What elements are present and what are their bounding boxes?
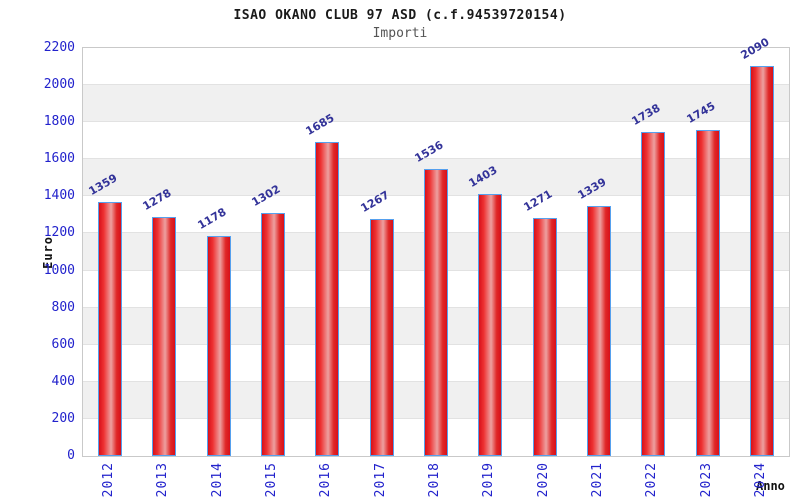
x-tick-label-2014: 2014 [209, 462, 225, 498]
bar-2019 [478, 193, 503, 456]
bar-2024 [749, 66, 774, 456]
x-tick-label-2012: 2012 [101, 462, 117, 498]
y-tick-label: 1800 [43, 114, 75, 130]
bar-2013 [152, 217, 177, 456]
bar-2017 [369, 219, 394, 456]
plot-band [83, 48, 789, 86]
bar-2014 [206, 235, 231, 456]
x-tick-label-2024: 2024 [752, 462, 768, 498]
x-tick-label-2020: 2020 [535, 462, 551, 498]
y-tick-label: 400 [51, 373, 75, 389]
chart-title: ISAO OKANO CLUB 97 ASD (c.f.94539720154) [233, 8, 567, 23]
y-tick-label: 1400 [43, 188, 75, 204]
plot-band [83, 85, 789, 123]
x-tick-label-2022: 2022 [644, 462, 660, 498]
x-tick-label-2018: 2018 [427, 462, 442, 498]
x-tick-label-2013: 2013 [155, 462, 171, 498]
y-tick-label: 200 [51, 410, 75, 426]
plot-band [83, 122, 789, 160]
x-tick-label-2016: 2016 [318, 462, 334, 498]
x-axis-label: Anno [756, 479, 785, 493]
y-tick-label: 600 [51, 336, 75, 352]
chart-subtitle: Importi [372, 26, 428, 41]
bar-2015 [261, 212, 286, 456]
bar-2012 [98, 201, 123, 456]
y-tick-label: 800 [51, 299, 75, 315]
x-tick-label-2019: 2019 [481, 462, 497, 498]
bar-2018 [424, 169, 448, 456]
bar-2022 [641, 131, 666, 456]
y-tick-label: 2200 [43, 40, 75, 55]
y-tick-label: 1000 [43, 262, 75, 278]
bar-2016 [315, 141, 340, 456]
bar-2020 [532, 218, 557, 456]
y-tick-label: 1200 [43, 225, 75, 241]
y-tick-label: 1600 [43, 151, 75, 167]
x-tick-label-2021: 2021 [589, 462, 605, 498]
x-tick-label-2015: 2015 [264, 462, 280, 498]
x-tick-label-2023: 2023 [698, 462, 714, 498]
y-tick-label: 2000 [43, 77, 75, 93]
y-tick-label: 0 [67, 448, 75, 463]
x-tick-label-2017: 2017 [372, 462, 388, 498]
bar-2021 [586, 205, 611, 456]
bar-2023 [695, 130, 720, 456]
plot-area: 1359 1278 1178 1302 1685 1267 1536 1403 1271 1339… [82, 36, 790, 457]
